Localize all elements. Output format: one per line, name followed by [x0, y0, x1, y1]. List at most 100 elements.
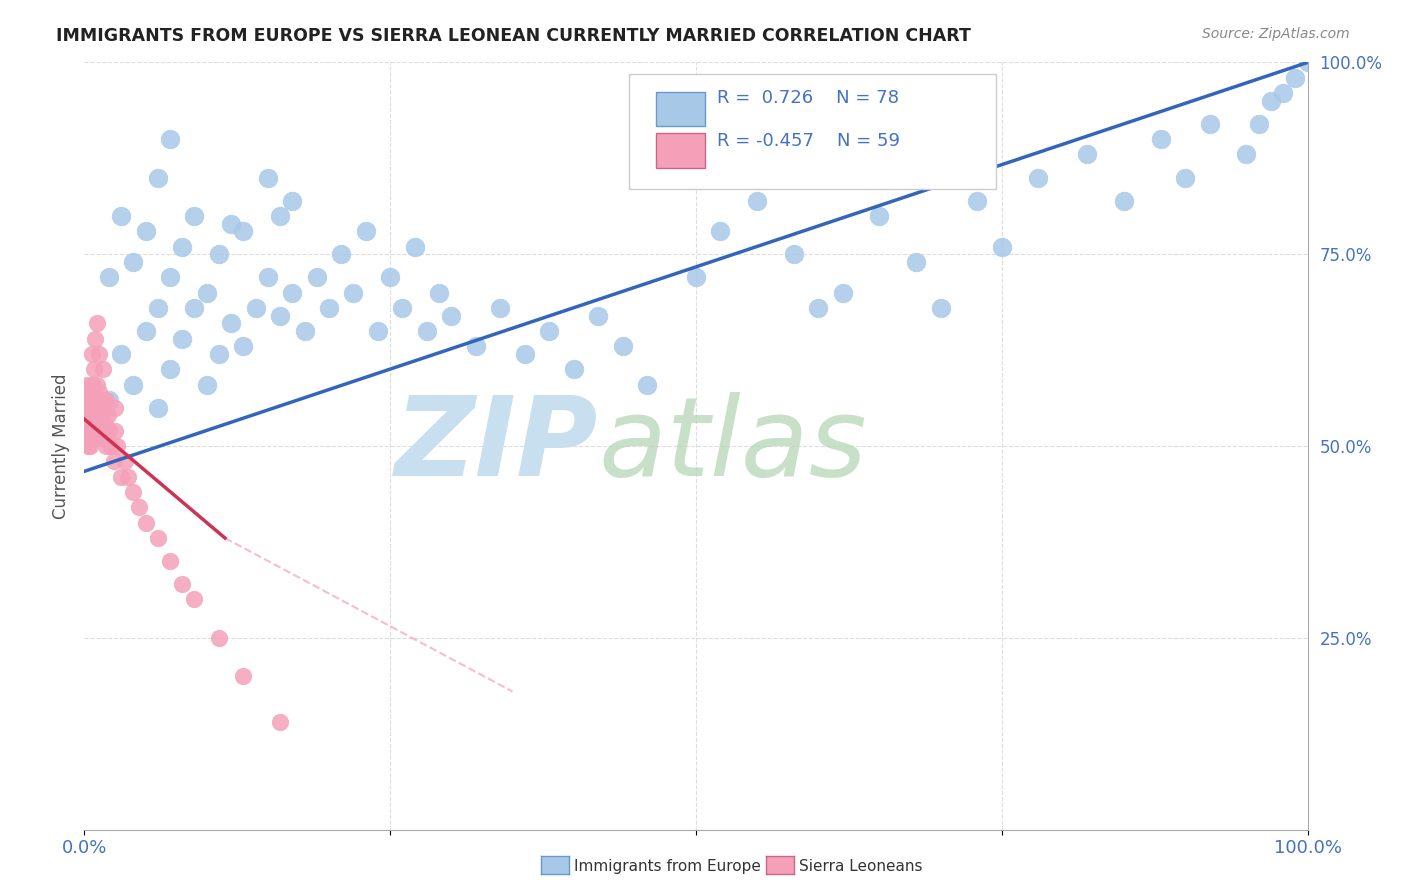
Point: [1284, 70, 1306, 85]
Text: Source: ZipAtlas.com: Source: ZipAtlas.com: [1202, 27, 1350, 41]
Point: [1174, 170, 1197, 185]
Point: [354, 224, 377, 238]
Point: [330, 247, 353, 261]
Point: [294, 324, 316, 338]
Text: IMMIGRANTS FROM EUROPE VS SIERRA LEONEAN CURRENTLY MARRIED CORRELATION CHART: IMMIGRANTS FROM EUROPE VS SIERRA LEONEAN…: [56, 27, 972, 45]
Point: [87, 401, 110, 415]
Point: [110, 469, 132, 483]
Point: [135, 516, 157, 530]
Point: [269, 309, 291, 323]
Point: [90, 409, 112, 423]
Point: [75, 392, 97, 407]
Point: [94, 416, 117, 430]
Point: [172, 239, 194, 253]
Point: [183, 209, 205, 223]
Point: [991, 239, 1014, 253]
Point: [1247, 117, 1270, 131]
FancyBboxPatch shape: [655, 133, 704, 168]
Point: [128, 500, 150, 515]
Point: [513, 347, 536, 361]
Point: [172, 332, 194, 346]
Point: [195, 285, 218, 300]
Point: [96, 392, 118, 407]
Point: [82, 401, 104, 415]
Point: [1260, 94, 1282, 108]
Point: [91, 362, 114, 376]
Y-axis label: Currently Married: Currently Married: [52, 373, 70, 519]
Point: [183, 301, 205, 315]
Point: [636, 377, 658, 392]
Point: [159, 554, 181, 568]
Point: [709, 224, 731, 238]
Point: [269, 209, 291, 223]
Point: [80, 377, 103, 392]
Point: [97, 270, 120, 285]
Point: [1076, 147, 1098, 161]
Point: [1296, 55, 1319, 70]
Point: [1114, 194, 1136, 208]
FancyBboxPatch shape: [628, 74, 995, 189]
Point: [612, 339, 634, 353]
Point: [1198, 117, 1220, 131]
Point: [87, 424, 110, 438]
Point: [122, 485, 145, 500]
Point: [869, 209, 891, 223]
Point: [281, 285, 304, 300]
Point: [96, 439, 118, 453]
Point: [83, 362, 105, 376]
Text: R =  0.726    N = 78: R = 0.726 N = 78: [717, 89, 898, 107]
Point: [208, 631, 231, 645]
Point: [77, 385, 100, 400]
Point: [257, 170, 280, 185]
Text: R = -0.457    N = 59: R = -0.457 N = 59: [717, 132, 900, 150]
Point: [110, 347, 132, 361]
Point: [1236, 147, 1258, 161]
Point: [586, 309, 609, 323]
Point: [208, 347, 231, 361]
Point: [257, 270, 280, 285]
Point: [489, 301, 512, 315]
Point: [87, 385, 110, 400]
Point: [97, 424, 120, 438]
Point: [1150, 132, 1173, 146]
Point: [76, 377, 98, 392]
Text: ZIP: ZIP: [395, 392, 598, 500]
Point: [305, 270, 328, 285]
Point: [464, 339, 486, 353]
Point: [84, 332, 107, 346]
Point: [281, 194, 304, 208]
Point: [75, 424, 97, 438]
Point: [208, 247, 231, 261]
Point: [83, 385, 105, 400]
Point: [83, 416, 105, 430]
Point: [86, 424, 108, 438]
Point: [404, 239, 426, 253]
Point: [84, 392, 107, 407]
Point: [685, 270, 707, 285]
Point: [195, 377, 218, 392]
Text: Sierra Leoneans: Sierra Leoneans: [799, 859, 922, 873]
Point: [86, 377, 108, 392]
Point: [79, 392, 101, 407]
Point: [104, 401, 127, 415]
Point: [103, 454, 125, 468]
Point: [80, 409, 103, 423]
Point: [269, 715, 291, 730]
Point: [105, 439, 128, 453]
Point: [87, 347, 110, 361]
Point: [79, 416, 101, 430]
Point: [87, 416, 110, 430]
Point: [1028, 170, 1050, 185]
Point: [905, 255, 928, 269]
Point: [97, 392, 120, 407]
Point: [367, 324, 389, 338]
Text: atlas: atlas: [598, 392, 866, 500]
Point: [82, 424, 104, 438]
Point: [562, 362, 585, 376]
Point: [146, 301, 169, 315]
Point: [232, 669, 254, 683]
Point: [427, 285, 450, 300]
Point: [77, 424, 100, 438]
Point: [79, 439, 101, 453]
Point: [232, 224, 254, 238]
